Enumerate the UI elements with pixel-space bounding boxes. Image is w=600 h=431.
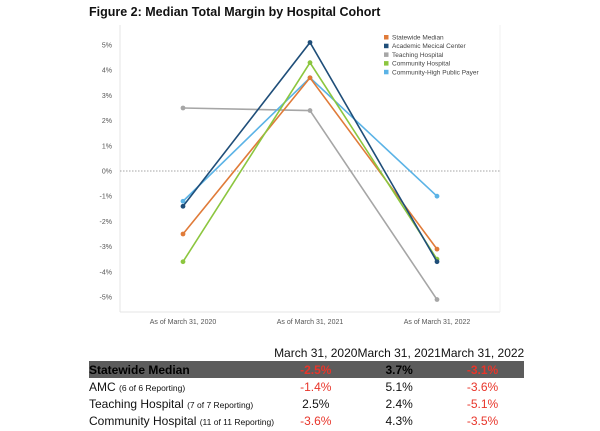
row-reporting-note: (6 of 6 Reporting) xyxy=(119,382,186,393)
table-header-row: March 31, 2020 March 31, 2021 March 31, … xyxy=(89,344,524,361)
row-label-text: Statewide Median xyxy=(89,362,190,377)
data-point xyxy=(307,108,313,113)
data-point xyxy=(180,105,186,111)
row-label-text: Community Hospital xyxy=(89,413,197,428)
x-tick-label: As of March 31, 2020 xyxy=(150,319,217,326)
series-statewide-median xyxy=(180,75,440,252)
table-cell: -2.5% xyxy=(274,361,358,378)
row-label: Statewide Median xyxy=(89,361,275,378)
legend-swatch xyxy=(384,52,389,57)
data-point xyxy=(180,231,186,237)
table-header-2020: March 31, 2020 xyxy=(274,345,358,360)
row-label-text: AMC xyxy=(89,379,116,394)
table-row: AMC (6 of 6 Reporting) -1.4% 5.1% -3.6% xyxy=(89,378,524,395)
y-tick-label: 3% xyxy=(102,93,112,100)
data-point xyxy=(180,259,186,265)
series-teaching-hospital xyxy=(180,105,440,302)
data-point xyxy=(180,198,186,204)
row-label: Teaching Hospital (7 of 7 Reporting) xyxy=(89,395,274,412)
data-point xyxy=(434,259,440,265)
table-cell: -3.6% xyxy=(466,379,499,394)
table-row: Teaching Hospital (7 of 7 Reporting) 2.5%… xyxy=(89,395,524,412)
data-point xyxy=(307,60,313,66)
legend-label: Teaching Hospital xyxy=(392,52,444,59)
legend-label: Statewide Median xyxy=(392,35,444,42)
legend-label: Community-High Public Payer xyxy=(392,69,480,76)
table-cell: 2.5% xyxy=(302,396,330,411)
data-point xyxy=(307,75,313,81)
y-tick-label: 2% xyxy=(102,118,112,125)
table-cell: 3.7% xyxy=(357,361,441,378)
y-tick-label: -3% xyxy=(100,244,112,251)
row-reporting-note: (7 of 7 Reporting) xyxy=(187,399,254,410)
x-tick-label: As of March 31, 2022 xyxy=(404,319,471,326)
legend-label: Academic Mecical Center xyxy=(392,43,467,50)
series-line xyxy=(182,107,438,300)
data-point xyxy=(180,203,186,209)
table-cell: 5.1% xyxy=(385,379,413,394)
data-point xyxy=(434,193,440,199)
legend-swatch xyxy=(384,69,389,75)
y-tick-label: -5% xyxy=(100,295,112,302)
row-label: AMC (6 of 6 Reporting) xyxy=(89,378,274,395)
series-line xyxy=(182,76,438,202)
legend-swatch xyxy=(384,35,389,40)
data-point xyxy=(434,297,440,302)
table-cell: -3.5% xyxy=(466,413,499,428)
x-tick-label: As of March 31, 2021 xyxy=(277,319,344,326)
legend-swatch xyxy=(384,43,389,49)
line-chart: 5% 4% 3% 2% 1% 0% -1% -2% -3% -4% -5% As of March 3… xyxy=(100,25,501,326)
table-cell: -3.6% xyxy=(300,413,332,428)
table-row: Statewide Median -2.5% 3.7% -3.1% xyxy=(89,361,525,378)
table-cell: -5.1% xyxy=(466,396,499,411)
table-cell: -3.1% xyxy=(440,361,525,378)
y-tick-label: 0% xyxy=(102,169,112,176)
table-cell: 2.4% xyxy=(385,396,413,411)
y-tick-label: 5% xyxy=(102,43,112,50)
row-label: Community Hospital (11 of 11 Reporting) xyxy=(89,412,274,429)
y-tick-label: -4% xyxy=(100,269,112,276)
series-academic-mecical-center xyxy=(180,40,440,265)
series-community-high-public-payer xyxy=(180,75,440,204)
legend-label: Community Hospital xyxy=(392,61,451,68)
legend-swatch xyxy=(384,61,389,66)
data-point xyxy=(434,246,440,252)
y-tick-label: -2% xyxy=(100,219,112,226)
figure-title: Figure 2: Median Total Margin by Hospita… xyxy=(89,5,381,19)
table-cell: 4.3% xyxy=(385,413,413,428)
y-tick-label: -1% xyxy=(100,194,112,201)
data-point xyxy=(307,40,313,45)
table-header-2022: March 31, 2022 xyxy=(440,345,525,360)
table-corner xyxy=(89,344,274,361)
row-label-text: Teaching Hospital xyxy=(89,396,184,411)
series-line xyxy=(182,61,438,263)
table-row: Community Hospital (11 of 11 Reporting) -… xyxy=(89,412,524,429)
table-header-2021: March 31, 2021 xyxy=(357,345,441,360)
y-tick-label: 1% xyxy=(102,143,112,150)
table-cell: -1.4% xyxy=(300,379,332,394)
summary-table: March 31, 2020 March 31, 2021 March 31, … xyxy=(89,344,525,429)
row-reporting-note: (11 of 11 Reporting) xyxy=(199,416,275,427)
y-tick-label: 4% xyxy=(102,68,112,75)
